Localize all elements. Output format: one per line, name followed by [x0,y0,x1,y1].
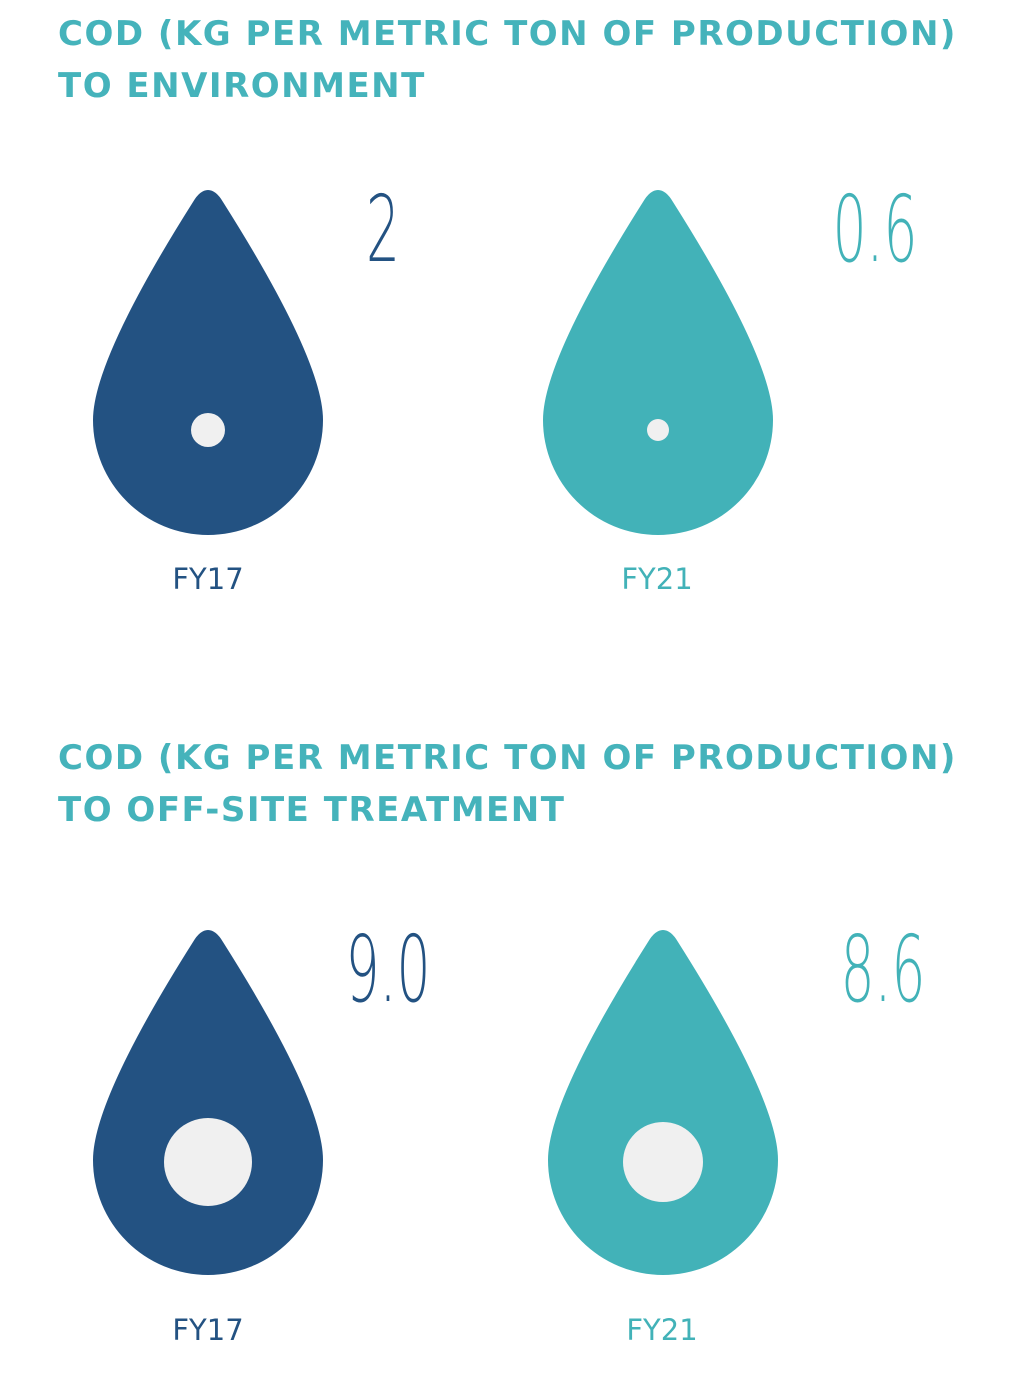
water-drop-icon-offsite-fy17 [93,930,323,1275]
year-label-offsite-fy21: FY21 [626,1313,698,1347]
drop-dot [191,413,225,447]
chart-title-offsite: COD (KG PER METRIC TON OF PRODUCTION) TO… [58,732,957,836]
title-line-1: COD (KG PER METRIC TON OF PRODUCTION) [58,738,957,778]
drop-shape [548,930,778,1275]
title-line-1: COD (KG PER METRIC TON OF PRODUCTION) [58,14,957,54]
title-line-2: TO OFF-SITE TREATMENT [58,790,566,830]
year-label-env-fy21: FY21 [621,562,693,596]
title-line-2: TO ENVIRONMENT [58,66,426,106]
drop-shape [93,190,323,535]
drop-shape [93,930,323,1275]
value-label-offsite-fy21: 8.6 [840,916,926,1023]
drop-shape [543,190,773,535]
water-drop-icon-offsite-fy21 [548,930,778,1275]
water-drop-icon-env-fy17 [93,190,323,535]
chart-title-environment: COD (KG PER METRIC TON OF PRODUCTION) TO… [58,8,957,112]
drop-dot [164,1118,252,1206]
drop-dot [623,1122,703,1202]
value-label-env-fy21: 0.6 [832,176,918,283]
drop-dot [647,419,669,441]
water-drop-icon-env-fy21 [543,190,773,535]
year-label-offsite-fy17: FY17 [172,1313,244,1347]
year-label-env-fy17: FY17 [172,562,244,596]
value-label-offsite-fy17: 9.0 [345,916,431,1023]
value-label-env-fy17: 2 [366,176,400,283]
